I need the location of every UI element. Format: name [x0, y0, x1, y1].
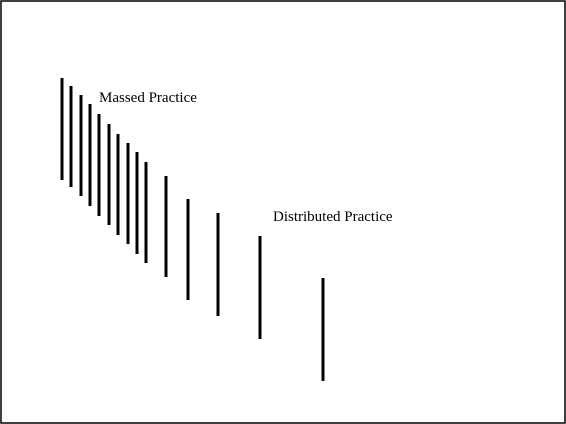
distributed-practice-label: Distributed Practice [273, 209, 393, 225]
massed-practice-label: Massed Practice [99, 90, 197, 106]
massed-practice-bars [60, 78, 148, 263]
distributed-practice-bars [164, 176, 325, 381]
